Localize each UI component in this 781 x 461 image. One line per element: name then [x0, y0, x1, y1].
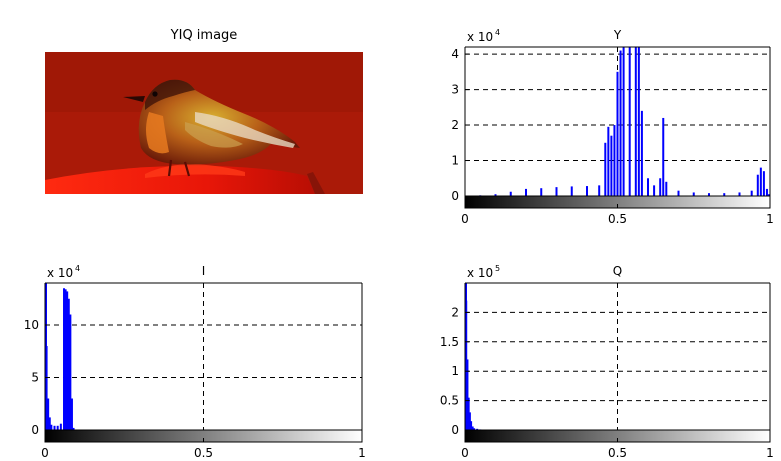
multiplier-label: x 10	[47, 266, 73, 280]
histogram-bar	[765, 188, 768, 196]
yiq-image	[45, 52, 363, 194]
y-tick-label: 0	[31, 423, 39, 437]
x-tick-label: 1	[766, 212, 774, 226]
histogram-bar	[467, 397, 470, 430]
histogram-bar	[610, 135, 613, 196]
histogram-bar	[50, 424, 53, 430]
histogram-bar	[586, 186, 588, 196]
histogram-bar	[473, 428, 476, 430]
y-tick-label: 2	[451, 305, 459, 319]
histogram-bar	[66, 291, 69, 430]
histogram-bar	[653, 185, 656, 196]
histogram-bar	[613, 125, 616, 196]
histogram-bar	[63, 288, 66, 430]
multiplier-label: x 10	[467, 266, 493, 280]
y-tick-label: 4	[451, 47, 459, 61]
y-tick-label: 3	[451, 83, 459, 97]
histogram-bar	[723, 193, 726, 196]
x-tick-label: 1	[358, 446, 366, 460]
histogram-bar	[647, 178, 649, 196]
histogram-bar	[72, 427, 75, 430]
histogram-bar	[494, 194, 497, 196]
histogram-bar	[634, 47, 637, 196]
x-tick-label: 0.5	[194, 446, 213, 460]
chart-title: Q	[613, 264, 622, 278]
histogram-bar	[619, 50, 622, 196]
histogram-bar	[56, 425, 59, 430]
y-tick-label: 0	[451, 423, 459, 437]
y-tick-label: 1.5	[440, 335, 459, 349]
histogram-bar	[468, 412, 471, 430]
x-tick-label: 1	[766, 446, 774, 460]
histogram-bar	[470, 421, 473, 430]
histogram-bar	[692, 192, 695, 196]
y-tick-label: 5	[31, 371, 39, 385]
histogram-bar	[677, 190, 680, 196]
histogram-bar	[64, 289, 67, 430]
y-tick-label: 2	[451, 118, 459, 132]
chart-title: I	[202, 264, 206, 278]
y-tick-label: 1	[451, 154, 459, 168]
y-tick-label: 1	[451, 364, 459, 378]
histogram-bar	[662, 117, 665, 196]
histogram-bar	[762, 171, 765, 196]
histogram-bar	[640, 110, 643, 196]
x-tick-label: 0.5	[608, 446, 627, 460]
x-tick-label: 0.5	[608, 212, 627, 226]
y-tick-label: 0.5	[440, 394, 459, 408]
x-tick-label: 0	[41, 446, 49, 460]
multiplier-exponent: 4	[75, 264, 80, 273]
x-tick-label: 0	[461, 446, 469, 460]
multiplier-exponent: 4	[495, 28, 500, 37]
histogram-bar	[466, 359, 469, 430]
histogram-bar	[53, 425, 56, 430]
multiplier-exponent: 5	[495, 264, 500, 273]
histogram-bar	[48, 417, 51, 430]
histogram-bar	[659, 178, 662, 196]
histogram-bar	[69, 314, 72, 430]
histogram-bar	[509, 191, 512, 196]
histogram-bar	[665, 181, 668, 196]
histogram-bar	[756, 174, 759, 196]
histogram-bar	[45, 346, 48, 430]
histogram-bar	[59, 423, 62, 430]
histogram-bar	[622, 47, 625, 196]
histogram-panel-q: 0 0.5 1 1.5 2 0 0.5 1 x 10 5 Q	[440, 264, 774, 460]
multiplier-label: x 10	[467, 30, 493, 44]
x-tick-label: 0	[461, 212, 469, 226]
histogram-bar	[525, 188, 527, 196]
image-title: YIQ image	[170, 28, 238, 43]
y-tick-label: 10	[24, 318, 39, 332]
histogram-bar	[540, 188, 543, 196]
histogram-bar	[598, 185, 601, 196]
histogram-bar	[628, 47, 631, 196]
histogram-bar	[465, 300, 468, 430]
chart-title: Y	[613, 28, 622, 42]
histogram-panel-i: 0 5 10 0 0.5 1 x 10 4 I	[24, 264, 366, 460]
histogram-bar	[738, 192, 741, 196]
histogram-bar	[70, 398, 73, 430]
histogram-bar	[570, 186, 573, 196]
histogram-bar	[555, 187, 558, 196]
histogram-bar	[616, 71, 619, 196]
histogram-bar	[607, 126, 610, 196]
histogram-bar	[471, 426, 474, 430]
histogram-bar	[708, 193, 710, 196]
histogram-bar	[637, 47, 640, 196]
histogram-bar	[768, 194, 770, 196]
y-tick-label: 0	[451, 189, 459, 203]
histogram-bar	[476, 428, 479, 430]
histogram-bar	[750, 190, 753, 196]
histogram-bar	[47, 398, 50, 430]
histogram-bar	[759, 167, 762, 196]
histogram-bar	[604, 142, 607, 196]
histogram-bar	[67, 298, 70, 430]
